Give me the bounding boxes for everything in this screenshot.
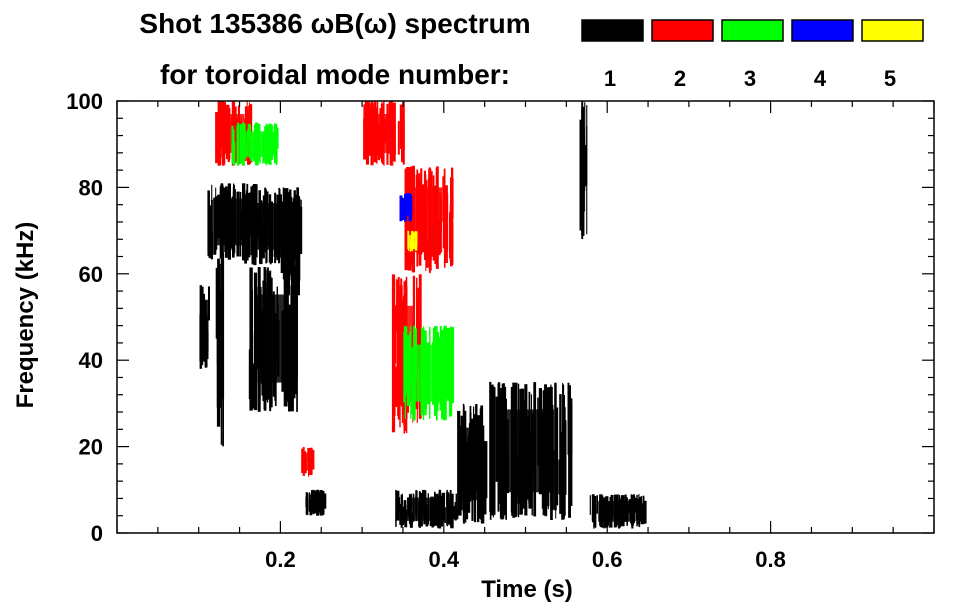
spectrum-region-mode-1 [395, 489, 459, 529]
legend: 1 2 3 4 5 [581, 19, 924, 91]
legend-label-mode-2: 2 [674, 66, 686, 91]
legend-label-mode-4: 4 [814, 66, 827, 91]
spectrum-region-mode-1 [579, 101, 588, 240]
chart-title-line1: Shot 135386 ωB(ω) spectrum [139, 8, 530, 39]
spectrum-region-mode-1 [305, 489, 327, 516]
spectrum-region-mode-1 [489, 381, 573, 520]
x-tick-labels: 0.2 0.4 0.6 0.8 [265, 547, 786, 572]
x-axis-label: Time (s) [481, 576, 573, 603]
spectrum-regions [199, 101, 647, 529]
legend-label-mode-1: 1 [604, 66, 616, 91]
x-tick-label: 0.4 [429, 547, 460, 572]
legend-swatch-mode-4 [791, 19, 854, 42]
legend-label-mode-3: 3 [744, 66, 756, 91]
spectrum-region-mode-2 [301, 447, 315, 477]
y-tick-label: 100 [66, 89, 103, 114]
spectrum-region-mode-1 [457, 403, 488, 524]
legend-swatch-mode-2 [651, 19, 714, 42]
x-tick-label: 0.8 [755, 547, 786, 572]
y-tick-label: 60 [79, 262, 103, 287]
x-tick-label: 0.2 [265, 547, 296, 572]
y-axis-label: Frequency (kHz) [12, 222, 39, 409]
spectrum-region-mode-1 [248, 265, 298, 412]
spectrum-region-mode-1 [215, 253, 225, 447]
y-tick-label: 40 [79, 348, 103, 373]
legend-swatch-mode-1 [581, 19, 644, 42]
y-tick-label: 80 [79, 175, 103, 200]
spectrum-region-mode-4 [399, 193, 413, 222]
spectrum-region-mode-1 [280, 196, 301, 296]
spectrum-region-mode-2 [363, 101, 405, 166]
y-tick-label: 20 [79, 435, 103, 460]
y-tick-label: 0 [91, 521, 103, 546]
spectrum-region-mode-3 [231, 122, 279, 166]
y-tick-labels: 0 20 40 60 80 100 [66, 89, 103, 546]
axis-ticks [116, 100, 935, 534]
spectrum-region-mode-1 [199, 285, 210, 369]
x-tick-label: 0.6 [592, 547, 623, 572]
chart-title-line2: for toroidal mode number: [160, 59, 510, 90]
spectrum-region-mode-1 [589, 494, 647, 529]
legend-swatch-mode-5 [861, 19, 924, 42]
legend-label-mode-5: 5 [884, 66, 896, 91]
spectrum-region-mode-5 [407, 230, 418, 252]
legend-swatch-mode-3 [721, 19, 784, 42]
spectrum-region-mode-3 [403, 325, 455, 421]
